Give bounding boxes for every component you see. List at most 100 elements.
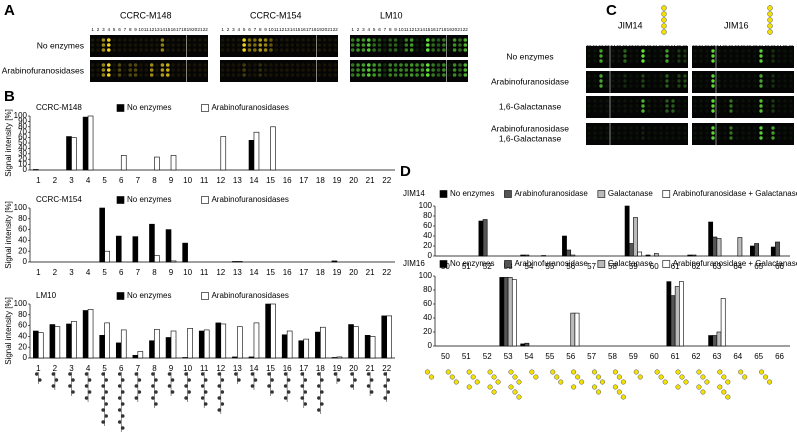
glycan-residue: [512, 389, 518, 395]
spot: [729, 74, 733, 78]
spot: [171, 63, 175, 67]
bar: [720, 298, 726, 347]
spot: [741, 59, 745, 63]
spot: [242, 43, 246, 47]
spot: [629, 74, 633, 78]
glycan-residue: [529, 369, 535, 375]
spot: [753, 84, 757, 88]
spot: [171, 43, 175, 47]
spot: [361, 43, 366, 47]
spot-number: 19: [187, 27, 193, 32]
spot: [629, 126, 633, 130]
spot: [789, 136, 793, 140]
spot: [458, 68, 462, 72]
spot: [312, 43, 316, 47]
x-tick-label: 16: [283, 176, 292, 185]
spot: [641, 79, 645, 83]
glycan-residue: [187, 378, 191, 382]
spot: [677, 109, 681, 113]
spot: [647, 109, 651, 113]
spot: [677, 99, 681, 103]
spot: [399, 48, 403, 52]
spot: [226, 48, 230, 52]
glycan-residue: [350, 384, 354, 388]
glycan-residue: [117, 420, 122, 424]
spot: [236, 38, 241, 42]
spot: [723, 109, 727, 113]
legend-swatch: [662, 260, 671, 268]
spot: [139, 73, 143, 77]
spot: [741, 126, 745, 130]
spot: [641, 74, 645, 78]
bar: [154, 255, 160, 263]
spot: [783, 79, 787, 83]
glycan-residue: [283, 384, 288, 388]
spot: [693, 59, 697, 63]
spot: [155, 43, 159, 47]
spot-number: 21: [457, 27, 463, 32]
spot: [372, 63, 376, 67]
x-tick-label: 66: [775, 352, 784, 361]
bar: [220, 323, 227, 359]
spot: [683, 54, 687, 58]
glycan-residue: [167, 372, 172, 376]
x-tick-label: 4: [86, 176, 91, 185]
spot-number: 17: [436, 27, 442, 32]
glycan-residue: [591, 369, 598, 375]
spot: [699, 74, 703, 78]
spot: [274, 73, 279, 77]
spot: [699, 126, 703, 130]
spot: [641, 131, 645, 135]
spot: [274, 48, 279, 52]
x-tick-label: 64: [733, 352, 742, 361]
spot: [611, 104, 615, 108]
spot: [653, 84, 657, 88]
spot: [629, 104, 633, 108]
glycan-icon: [661, 5, 667, 11]
spot: [629, 54, 633, 58]
spot: [247, 38, 252, 42]
spot: [587, 59, 591, 63]
glycan-residue: [101, 372, 105, 376]
x-tick-label: 20: [349, 364, 358, 373]
bar: [478, 220, 484, 257]
spot: [160, 63, 165, 67]
bar: [182, 357, 188, 359]
spot: [399, 38, 403, 42]
spot: [647, 79, 651, 83]
glycan-residue: [366, 372, 371, 376]
spot: [717, 74, 721, 78]
spot-number: 6: [118, 27, 121, 32]
spot: [699, 49, 703, 53]
spot: [333, 48, 338, 52]
spot: [671, 54, 675, 58]
spot: [587, 84, 591, 88]
spot: [677, 74, 681, 78]
legend-swatch: [597, 260, 606, 268]
glycan-residue: [571, 369, 577, 375]
spot: [623, 136, 627, 140]
legend-swatch: [201, 196, 209, 204]
spot: [328, 63, 332, 67]
spot: [231, 48, 236, 52]
spot: [123, 38, 127, 42]
glycan-residue: [612, 369, 618, 375]
spot: [593, 54, 597, 58]
spot: [677, 131, 681, 135]
spot: [717, 104, 721, 108]
glycan-residue: [300, 384, 305, 388]
legend-swatch: [504, 190, 512, 198]
bar: [154, 329, 160, 359]
spot-number: 20: [192, 27, 198, 32]
spot: [699, 99, 703, 103]
bar: [499, 277, 505, 347]
spot: [599, 59, 603, 63]
spot: [361, 68, 366, 72]
x-tick-label: 65: [754, 352, 763, 361]
spot: [112, 73, 116, 77]
bar: [87, 115, 94, 171]
spot: [350, 63, 355, 67]
spot: [605, 126, 609, 130]
spot: [587, 131, 591, 135]
glycan-residue: [445, 369, 451, 375]
